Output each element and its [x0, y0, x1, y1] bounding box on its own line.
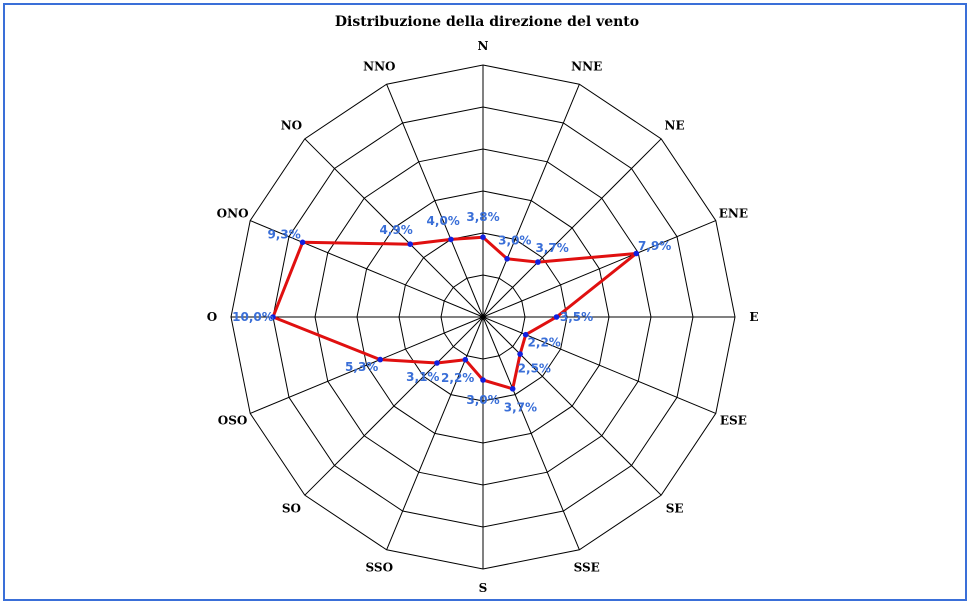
value-label: 3,8%: [466, 210, 499, 224]
direction-label: ONO: [217, 206, 249, 220]
data-point: [480, 377, 486, 383]
direction-label: E: [749, 310, 758, 324]
direction-label: ESE: [720, 414, 747, 428]
data-point: [535, 259, 541, 265]
value-label: 7,9%: [638, 239, 671, 253]
value-label: 3,0%: [466, 393, 499, 407]
value-label: 2,2%: [441, 371, 474, 385]
data-point: [462, 356, 469, 363]
grid-spoke: [386, 316, 484, 550]
data-point: [509, 386, 516, 392]
direction-label: O: [207, 310, 217, 324]
value-label: 3,7%: [535, 241, 568, 255]
value-label: 9,3%: [267, 228, 300, 242]
direction-label: OSO: [218, 414, 248, 428]
value-label: 10,0%: [232, 310, 274, 324]
value-label: 4,0%: [427, 214, 460, 228]
value-label: 2,2%: [528, 335, 561, 349]
data-point: [270, 314, 276, 320]
value-label: 3,1%: [406, 370, 439, 384]
data-point: [553, 314, 560, 320]
grid-spoke: [304, 316, 484, 496]
value-label: 4,9%: [379, 223, 412, 237]
value-label: 3,5%: [560, 310, 593, 324]
grid-spoke: [482, 316, 716, 414]
chart-title: Distribuzione della direzione del vento: [334, 14, 640, 30]
grid-spoke: [482, 220, 716, 318]
data-point: [377, 356, 384, 363]
direction-label: SSE: [574, 560, 600, 574]
direction-label: NNO: [363, 60, 395, 74]
grid-spoke: [250, 316, 484, 414]
data-point: [299, 239, 306, 246]
grid-spoke: [250, 220, 484, 318]
direction-label: SE: [666, 502, 684, 516]
grid-spoke: [482, 138, 662, 318]
direction-label: S: [479, 581, 488, 595]
value-label: 3,0%: [498, 233, 531, 247]
value-label: 2,5%: [518, 361, 551, 375]
data-point: [434, 360, 440, 366]
data-point: [522, 331, 529, 338]
grid-spoke: [482, 84, 580, 318]
direction-label: SSO: [366, 560, 394, 574]
grid-spoke: [386, 84, 484, 318]
data-point: [517, 351, 523, 357]
direction-label: SO: [282, 502, 301, 516]
value-label: 5,3%: [345, 360, 378, 374]
data-point: [448, 236, 454, 243]
direction-label: ENE: [719, 206, 748, 220]
direction-label: N: [478, 39, 489, 53]
direction-label: NO: [281, 118, 302, 132]
direction-label: NNE: [571, 60, 602, 74]
data-point: [504, 255, 510, 262]
data-point: [480, 234, 486, 240]
grid-spoke: [482, 316, 580, 550]
value-label: 3,7%: [504, 400, 537, 414]
data-point: [633, 250, 640, 257]
grid-spoke: [304, 138, 484, 318]
chart-frame: Distribuzione della direzione del vento: [3, 3, 967, 601]
data-point: [407, 241, 414, 247]
grid-spoke: [482, 316, 662, 496]
direction-label: NE: [665, 118, 685, 132]
